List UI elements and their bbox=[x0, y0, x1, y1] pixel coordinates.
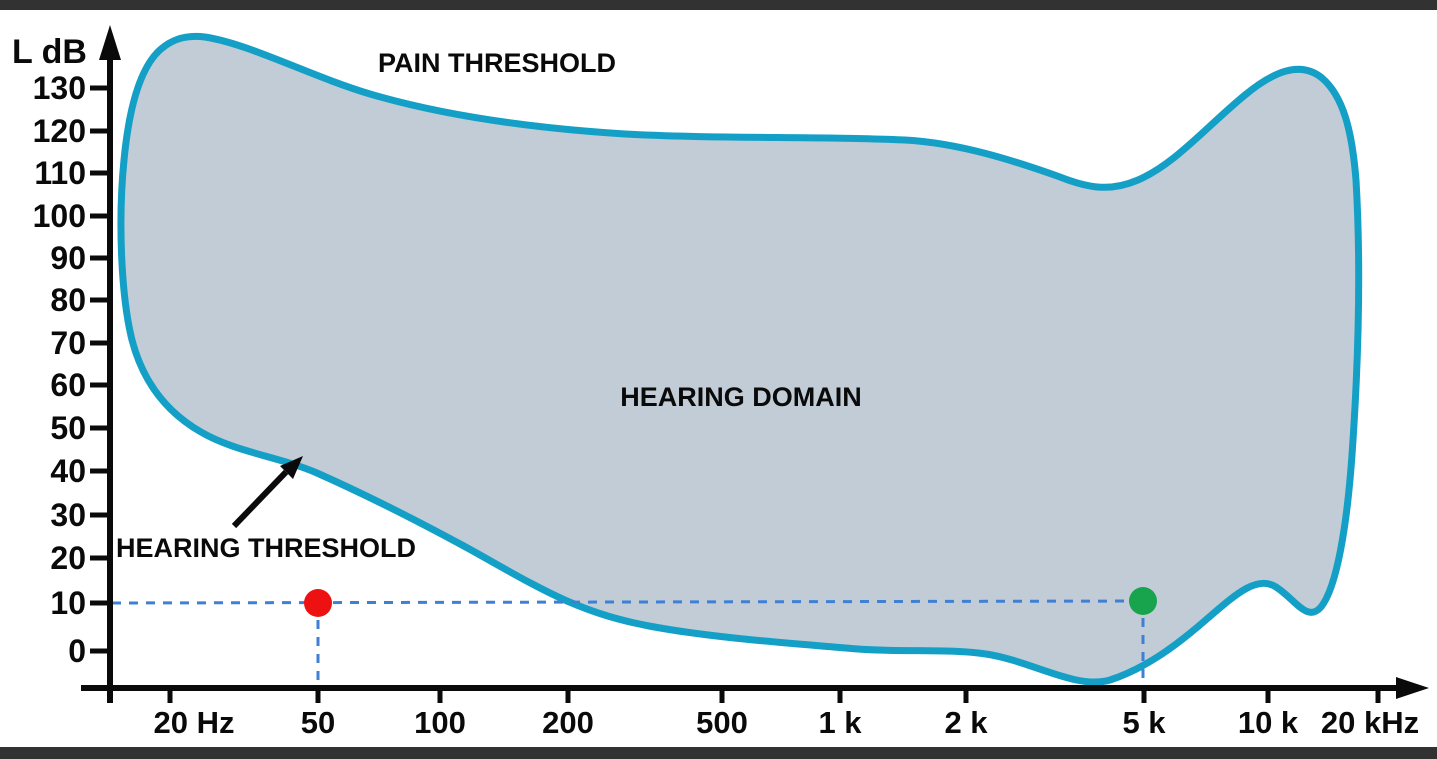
bottom-border-bar bbox=[0, 747, 1437, 759]
x-tick-label: 20 kHz bbox=[1321, 705, 1419, 740]
hearing-threshold-arrow bbox=[231, 456, 303, 529]
x-tick-label: 200 bbox=[542, 705, 594, 740]
red-marker-dot bbox=[304, 589, 332, 617]
y-axis-arrow-icon bbox=[99, 25, 121, 60]
y-tick-label: 130 bbox=[33, 70, 86, 106]
top-border-bar bbox=[0, 0, 1437, 10]
x-tick-label: 50 bbox=[301, 705, 335, 740]
pain-threshold-label: PAIN THRESHOLD bbox=[378, 48, 616, 78]
y-tick-label: 100 bbox=[33, 198, 86, 234]
green-marker-dot bbox=[1129, 587, 1157, 615]
x-tick-label: 100 bbox=[414, 705, 466, 740]
hearing-threshold-label: HEARING THRESHOLD bbox=[116, 533, 416, 563]
y-tick-label: 60 bbox=[50, 367, 86, 403]
y-tick-label: 70 bbox=[50, 325, 86, 361]
y-tick-label: 20 bbox=[50, 540, 86, 576]
arrow-shaft bbox=[231, 469, 289, 529]
guide-10db-horizontal bbox=[111, 599, 1144, 605]
y-tick-label: 40 bbox=[50, 453, 86, 489]
y-axis-title: L dB bbox=[12, 33, 87, 71]
y-tick-label: 80 bbox=[50, 282, 86, 318]
y-tick-label: 50 bbox=[50, 410, 86, 446]
y-tick-label: 110 bbox=[34, 155, 86, 191]
y-tick-label: 30 bbox=[50, 497, 86, 533]
x-tick-label: 5 k bbox=[1122, 705, 1166, 740]
x-tick-label: 20 Hz bbox=[154, 705, 235, 740]
y-tick-label: 0 bbox=[68, 633, 86, 669]
x-tick-label: 2 k bbox=[944, 705, 988, 740]
marker-dots-group bbox=[304, 587, 1157, 617]
arrow-head-icon bbox=[280, 456, 303, 479]
guide-lines-group bbox=[111, 599, 1145, 686]
hearing-domain-label: HEARING DOMAIN bbox=[620, 382, 862, 412]
x-tick-label: 10 k bbox=[1238, 705, 1299, 740]
y-tick-label: 120 bbox=[33, 113, 86, 149]
hearing-domain-area bbox=[117, 32, 1363, 686]
x-tick-label: 500 bbox=[696, 705, 748, 740]
y-tick-label: 90 bbox=[50, 240, 86, 276]
y-tick-label: 10 bbox=[50, 585, 86, 621]
x-tick-label: 1 k bbox=[818, 705, 862, 740]
x-axis-ticks-group: 20 Hz 50 100 200 500 1 k 2 k 5 k 10 k 20 kHz bbox=[154, 688, 1419, 740]
x-axis-arrow-icon bbox=[1396, 677, 1429, 699]
